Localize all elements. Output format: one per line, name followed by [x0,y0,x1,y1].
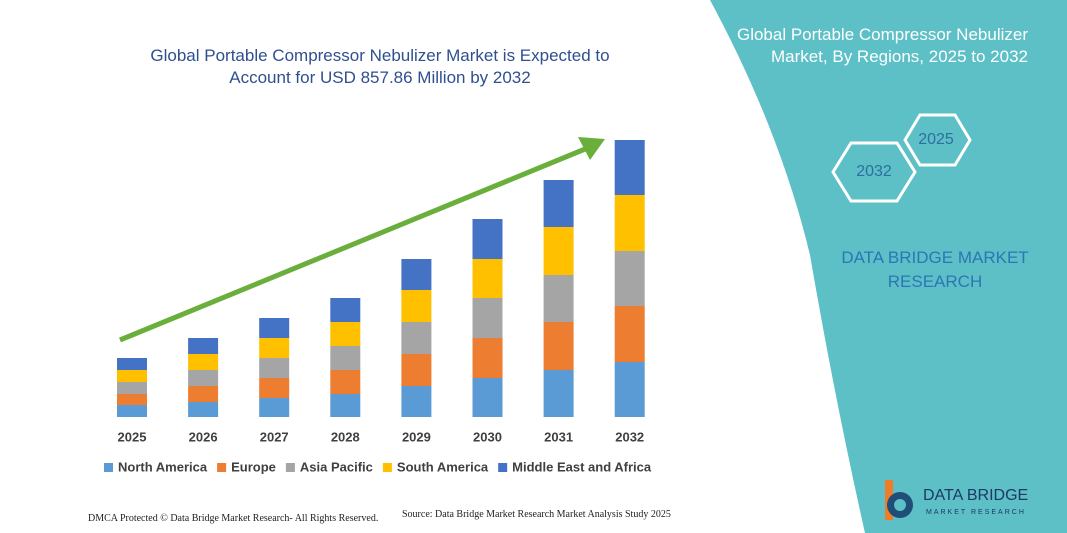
bar-segment [472,378,503,417]
bar-segment [401,259,432,290]
bar-segment [330,298,361,322]
x-tick-label: 2025 [118,429,147,444]
footer-left: DMCA Protected © Data Bridge Market Rese… [88,513,379,524]
bar-segment [401,290,432,322]
bar-segment [117,394,147,405]
bar-segment [117,370,147,382]
brand: DATA BRIDGE MARKET RESEARCH [841,248,1029,291]
legend-label: Asia Pacific [300,459,373,474]
legend-swatch [498,463,508,472]
bar-segment [401,322,432,354]
bar-segment [330,322,361,346]
bar-segment [259,318,290,338]
bar-segment [259,378,290,398]
bar-segment [472,338,503,378]
bar-segment [188,338,219,354]
bar-segment [188,354,219,370]
bar-segment [330,370,361,394]
legend-label: South America [397,459,489,474]
hex-label: 2032 [856,163,892,180]
bar-segment [543,275,574,322]
bar-segment [117,358,147,370]
bar-segment [330,394,361,417]
bar-segment [330,346,361,370]
bar-segment [543,370,574,417]
x-tick-label: 2031 [544,429,573,444]
legend-label: North America [118,459,208,474]
bar-segment [543,180,574,227]
logo-icon [885,480,913,520]
chart-title: Global Portable Compressor Nebulizer Mar… [150,46,610,87]
panel-title: Global Portable Compressor Nebulizer Mar… [736,25,1028,66]
bar-segment [401,354,432,386]
bar-segment [472,219,503,259]
bar-segment [259,338,290,358]
bar-segment [614,362,645,417]
x-tick-label: 2029 [402,429,431,444]
legend-label: Middle East and Africa [512,459,652,474]
trend-arrow [119,144,591,343]
bar-segment [614,195,645,251]
x-tick-label: 2032 [615,429,644,444]
bar-segment [117,382,147,394]
x-tick-label: 2027 [260,429,289,444]
x-tick-label: 2030 [473,429,502,444]
bar-segment [472,298,503,338]
bar-segment [543,322,574,370]
x-tick-label: 2026 [189,429,218,444]
bar-segment [614,140,645,195]
bar-segment [614,306,645,362]
legend-swatch [285,463,295,472]
arrow-head [578,137,605,160]
bar-segment [259,358,290,378]
logo-name: DATA BRIDGE [923,487,1028,504]
side-panel [710,0,1067,533]
legend-swatch [382,463,392,472]
bar-segment [188,370,219,386]
x-tick-label: 2028 [331,429,360,444]
hexagons [831,113,972,203]
legend-swatch [104,463,113,472]
legend-label: Europe [231,459,276,474]
bar-segment [543,227,574,275]
bar-segment [117,405,147,417]
bar-segment [472,259,503,298]
logo-tagline: MARKET RESEARCH [926,509,1026,516]
footer-source: Source: Data Bridge Market Research Mark… [402,509,671,520]
bar-segment [188,386,219,402]
bar-segment [401,386,432,417]
legend-swatch [217,463,227,472]
hex-label: 2025 [918,131,954,148]
bar-segment [614,251,645,306]
bar-segment [259,398,290,417]
bar-segment [188,402,219,417]
